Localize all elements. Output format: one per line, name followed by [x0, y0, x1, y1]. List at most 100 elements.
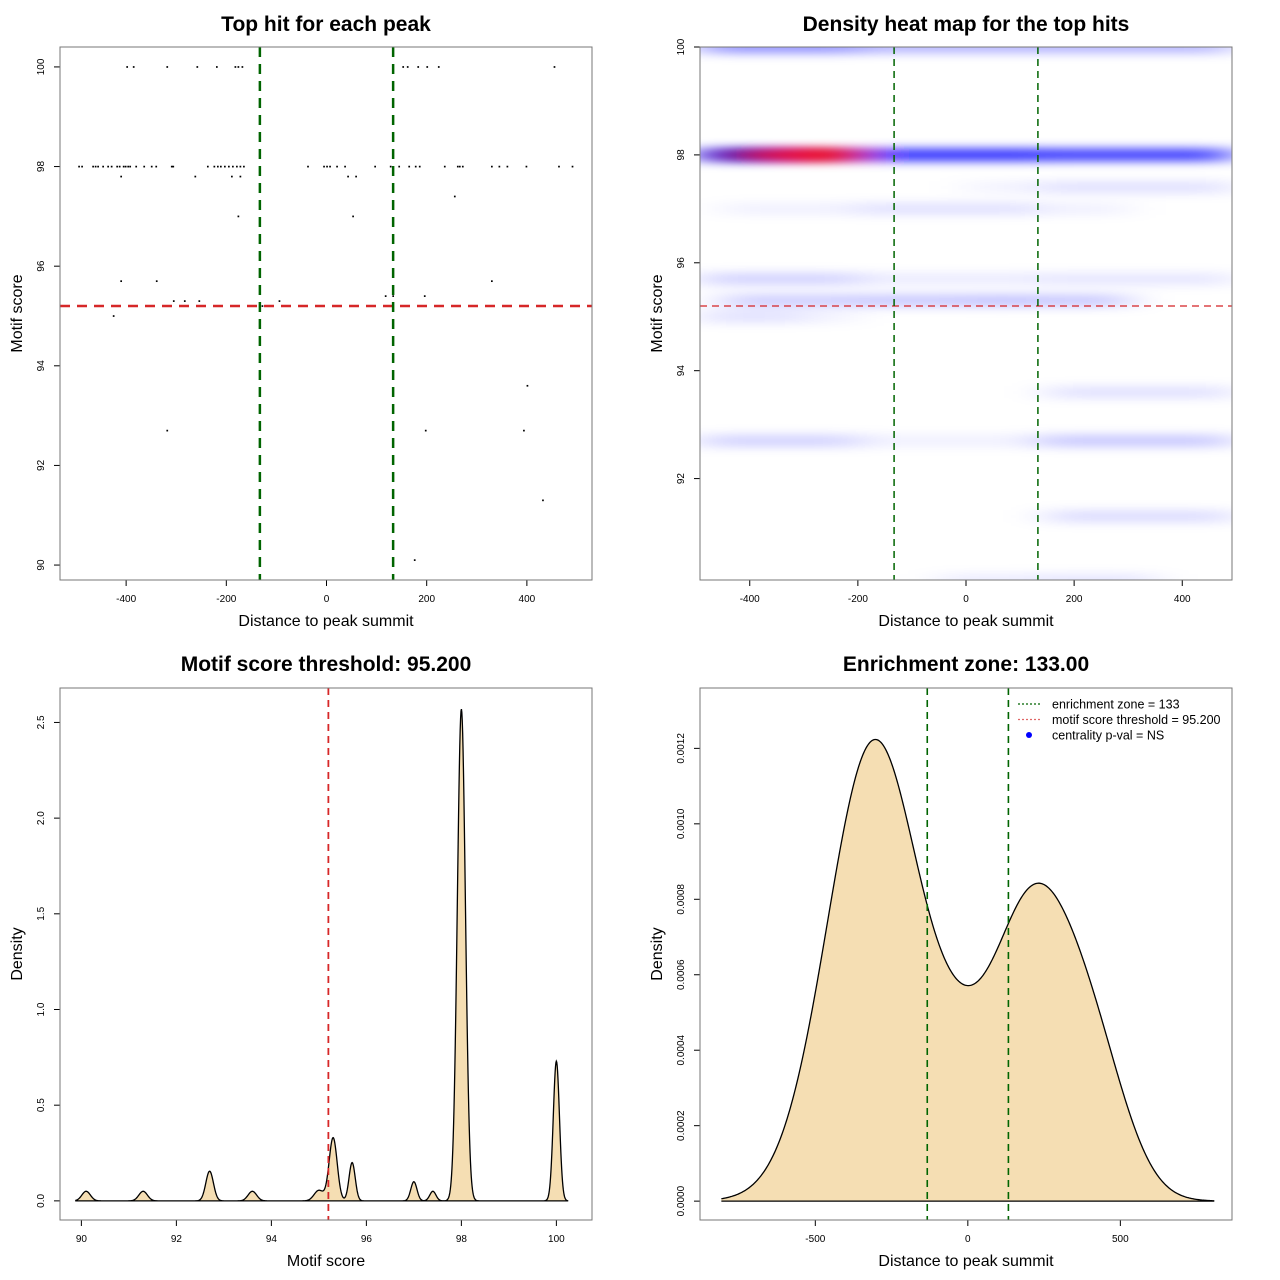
- scatter-point: [224, 165, 226, 168]
- scatter-point: [220, 165, 222, 168]
- scatter-point: [453, 195, 456, 198]
- scatter-point: [408, 165, 411, 168]
- y-tick-label: 94: [676, 365, 687, 377]
- scatter-point: [237, 215, 240, 218]
- heatmap-cell: [722, 202, 858, 215]
- scatter-point: [326, 165, 328, 168]
- scatter-point: [127, 165, 130, 168]
- scatter-point: [143, 165, 146, 168]
- scatter-point: [237, 66, 240, 68]
- scatter-point: [417, 66, 420, 68]
- x-tick-label: 500: [1112, 1234, 1129, 1245]
- heatmap-hotspot: [717, 150, 858, 160]
- y-tick-label: 0.0010: [676, 808, 687, 839]
- scatter-point: [150, 165, 153, 168]
- scatter-points: [78, 66, 574, 561]
- x-tick-label: 400: [1174, 594, 1191, 605]
- scatter-point: [196, 66, 199, 68]
- legend-label: motif score threshold = 95.200: [1052, 713, 1221, 727]
- heatmap-cell: [1037, 202, 1129, 215]
- scatter-point: [389, 165, 392, 168]
- heatmap-cell: [1037, 181, 1232, 194]
- y-tick-label: 96: [676, 257, 687, 269]
- legend-label: centrality p-val = NS: [1052, 729, 1164, 743]
- scatter-point: [183, 300, 186, 302]
- heatmap-panel: Density heat map for the top hits Distanc…: [649, 13, 1233, 630]
- plot-box: [59, 46, 593, 581]
- heatmap-cell: [1047, 510, 1232, 523]
- scatter-point: [571, 165, 574, 168]
- scatter-point: [92, 165, 94, 168]
- y-tick-label: 0.0004: [676, 1034, 687, 1065]
- scatter-point: [97, 165, 99, 168]
- x-tick-label: 200: [418, 594, 435, 605]
- heatmap-cell: [857, 202, 1038, 215]
- scatter-point: [278, 300, 281, 302]
- scatter-point: [198, 300, 201, 302]
- scatter-point: [398, 165, 401, 168]
- scatter-point: [461, 165, 464, 168]
- density-area: [75, 709, 569, 1201]
- y-tick-label: 0.0002: [676, 1110, 687, 1141]
- y-tick-label: 0.0000: [676, 1185, 687, 1216]
- x-tick-label: 90: [76, 1234, 88, 1245]
- density-area: [721, 739, 1215, 1202]
- scatter-point: [194, 175, 197, 178]
- scatter-point: [402, 66, 405, 68]
- scatter-point: [166, 66, 169, 68]
- y-tick-label: 2.5: [36, 715, 47, 729]
- heatmap-cell: [1047, 386, 1232, 399]
- scatter-point: [120, 280, 123, 283]
- y-tick-label: 92: [676, 473, 687, 485]
- scatter-point: [126, 66, 129, 68]
- heatmap-cell: [1037, 148, 1232, 161]
- y-axis-label: Density: [9, 927, 26, 980]
- x-tick-label: 96: [361, 1234, 373, 1245]
- scatter-point: [424, 429, 427, 432]
- scatter-panel: Top hit for each peak Distance to peak su…: [9, 13, 593, 630]
- legend-label: enrichment zone = 133: [1052, 698, 1180, 712]
- scatter-point: [374, 165, 376, 168]
- heatmap-cell: [966, 294, 1038, 307]
- x-tick-label: 200: [1066, 594, 1083, 605]
- scatter-point: [132, 66, 135, 68]
- scatter-point: [384, 295, 387, 297]
- y-tick-label: 100: [676, 38, 687, 55]
- x-axis-label: Motif score: [287, 1253, 365, 1270]
- x-tick-label: 0: [324, 594, 330, 605]
- scatter-point: [78, 165, 80, 168]
- scatter-point: [406, 66, 409, 68]
- scatter-point: [155, 280, 158, 283]
- scatter-point: [216, 165, 219, 168]
- scatter-point: [336, 165, 338, 168]
- scatter-point: [413, 559, 416, 561]
- y-axis-label: Motif score: [9, 274, 26, 352]
- y-tick-label: 96: [36, 260, 47, 272]
- heatmap-cell: [1037, 574, 1156, 580]
- scatter-point: [437, 66, 440, 68]
- heatmap-cell: [1037, 47, 1232, 53]
- scatter-point: [352, 215, 354, 218]
- x-axis: -500 0 500: [805, 1219, 1129, 1245]
- scatter-point: [526, 384, 529, 387]
- scatter-point: [523, 429, 525, 432]
- legend-point-icon: [1026, 732, 1032, 738]
- x-tick-label: -400: [740, 594, 760, 605]
- y-tick-label: 0.0006: [676, 959, 687, 990]
- scatter-point: [228, 165, 230, 168]
- scatter-point: [172, 165, 175, 168]
- x-tick-label: 100: [548, 1234, 565, 1245]
- heatmap-cell: [857, 47, 1038, 53]
- x-axis-label: Distance to peak summit: [878, 1253, 1054, 1270]
- y-tick-label: 94: [36, 360, 47, 372]
- x-tick-label: 0: [963, 594, 969, 605]
- scatter-point: [120, 175, 123, 178]
- x-tick-label: -200: [216, 594, 236, 605]
- chart-title: Motif score threshold: 95.200: [181, 653, 472, 676]
- density-curve: [75, 708, 569, 1202]
- y-tick-label: 0.0012: [676, 733, 687, 764]
- y-axis-label: Motif score: [649, 274, 666, 352]
- x-tick-label: -200: [848, 594, 868, 605]
